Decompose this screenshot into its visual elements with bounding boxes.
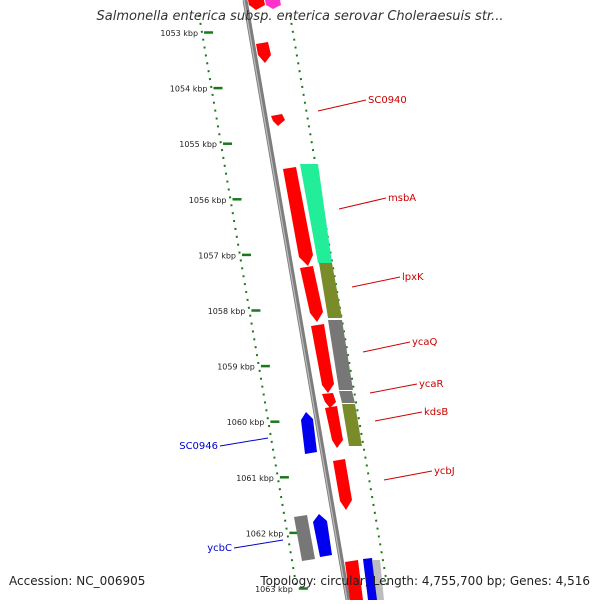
leader-SC0940	[317, 99, 367, 112]
ruler-labels: 1053 kbp 1054 kbp 1055 kbp 1056 kbp 1057 kbp…	[160, 29, 292, 594]
ruler-label: 1055 kbp	[179, 140, 217, 149]
gene-feature-top-1[interactable]	[248, 0, 265, 10]
ruler-label: 1060 kbp	[227, 418, 265, 427]
leader-ycaR	[369, 383, 418, 394]
ruler-label: 1056 kbp	[189, 196, 227, 205]
gene-feature-ycbJ[interactable]	[333, 459, 352, 510]
ruler-label: 1057 kbp	[198, 251, 236, 260]
gene-feature-gray-lower[interactable]	[294, 515, 315, 561]
gene-feature-top-2[interactable]	[265, 0, 281, 9]
gene-label-SC0940[interactable]: SC0940	[368, 95, 407, 106]
leader-kdsB	[374, 411, 423, 422]
gene-feature-lpxK-cog[interactable]	[319, 263, 342, 318]
gene-feature-ycaR-cog[interactable]	[339, 391, 355, 403]
gene-feature-lane-a-5[interactable]	[325, 406, 343, 448]
gene-label-kdsB[interactable]: kdsB	[424, 407, 448, 418]
gene-label-ycbC[interactable]: ycbC	[207, 543, 232, 554]
leader-ycaQ	[362, 341, 411, 353]
leader-msbA	[338, 197, 387, 210]
leader-ycbC	[233, 539, 284, 549]
gene-feature-ycbC[interactable]	[313, 514, 332, 557]
ruler-label: 1054 kbp	[170, 85, 208, 94]
gene-feature-SC0946[interactable]	[301, 412, 317, 454]
outer-border-line	[289, 14, 389, 591]
gene-feature-small-2[interactable]	[271, 114, 285, 126]
ruler-label: 1063 kbp	[255, 585, 293, 594]
gene-label-ycaR[interactable]: ycaR	[419, 379, 444, 390]
gene-feature-lane-a-4[interactable]	[322, 393, 336, 408]
ruler-label: 1053 kbp	[160, 29, 198, 38]
gene-feature-bottom-2[interactable]	[363, 558, 378, 600]
ruler-label: 1062 kbp	[246, 529, 284, 538]
ruler-ticks	[204, 31, 308, 590]
accession-text: Accession: NC_006905	[9, 574, 146, 588]
gene-label-ycbJ[interactable]: ycbJ	[434, 466, 455, 477]
gene-feature-lane-a-1[interactable]	[283, 167, 313, 266]
gene-leader-lines	[219, 99, 433, 549]
ruler-label: 1061 kbp	[236, 474, 274, 483]
inner-border-line	[198, 14, 298, 591]
gene-label-ycaQ[interactable]: ycaQ	[412, 337, 438, 348]
gene-feature-bottom-1[interactable]	[345, 560, 363, 600]
gene-feature-ycaQ-cog[interactable]	[328, 320, 353, 390]
gene-labels: SC0940 msbA lpxK ycaQ ycaR kdsB ycbJ SC0…	[179, 95, 455, 554]
leader-ycbJ	[383, 470, 433, 481]
gene-feature-kdsB-cog[interactable]	[342, 404, 362, 446]
gene-feature-lane-a-2[interactable]	[300, 266, 323, 322]
leader-lpxK	[351, 276, 401, 288]
gene-features[interactable]	[248, 0, 384, 600]
backbone	[242, 0, 351, 601]
ruler-label: 1059 kbp	[217, 363, 255, 372]
gene-feature-msbA-cog[interactable]	[300, 164, 332, 263]
gene-feature-bottom-3[interactable]	[372, 560, 384, 600]
gene-label-lpxK[interactable]: lpxK	[402, 272, 424, 283]
leader-SC0946	[219, 437, 269, 447]
gene-feature-lane-a-3[interactable]	[311, 324, 334, 393]
gene-label-SC0946[interactable]: SC0946	[179, 441, 218, 452]
gene-label-msbA[interactable]: msbA	[388, 193, 416, 204]
map-border-lines	[198, 14, 389, 591]
genome-title: Salmonella enterica subsp. enterica sero…	[96, 9, 504, 24]
genome-stats-text: Topology: circular; Length: 4,755,700 bp…	[260, 574, 590, 588]
gene-feature-small-1[interactable]	[256, 42, 271, 63]
ruler-label: 1058 kbp	[208, 307, 246, 316]
